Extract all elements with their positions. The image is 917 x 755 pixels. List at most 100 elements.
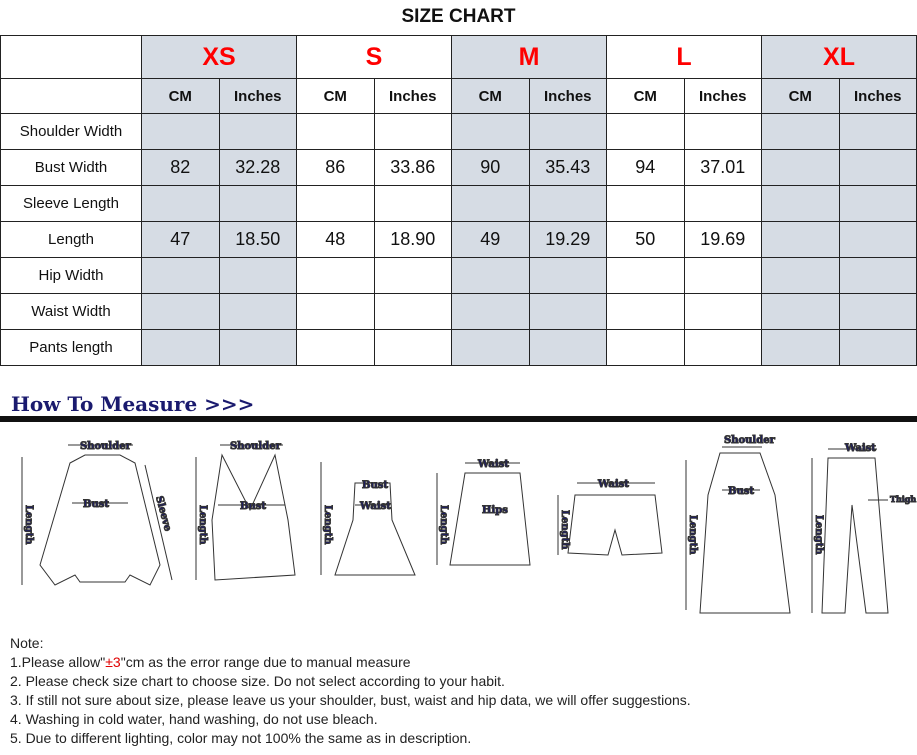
table-row: Shoulder Width (0, 113, 917, 150)
value-cell (296, 185, 375, 222)
vest-figure: Shoulder Bust Length (195, 441, 296, 581)
thigh-label: Thigh (890, 494, 916, 504)
value-cell (761, 221, 840, 258)
length-label: Length (23, 505, 34, 545)
size-xs: XS (141, 35, 297, 79)
value-cell (683, 329, 762, 366)
value-cell: 35.43 (528, 149, 607, 186)
unit-cm: CM (141, 78, 220, 114)
value-cell (838, 257, 917, 294)
value-cell (838, 221, 917, 258)
value-cell (528, 113, 607, 150)
value-cell: 82 (141, 149, 220, 186)
note-text: "cm as the error range due to manual mea… (120, 654, 411, 670)
dress-figure: Bust Waist Length (320, 462, 416, 576)
note-3: 3. If still not sure about size, please … (10, 692, 691, 708)
value-cell (528, 329, 607, 366)
value-cell (141, 185, 220, 222)
waist-label: Waist (359, 501, 391, 512)
length-label: Length (438, 505, 449, 545)
value-cell: 19.69 (683, 221, 762, 258)
size-header-row: XS S M L XL (0, 35, 917, 79)
divider (0, 416, 917, 422)
value-cell (606, 257, 685, 294)
unit-cm: CM (761, 78, 840, 114)
value-cell (528, 185, 607, 222)
note-2: 2. Please check size chart to choose siz… (10, 673, 505, 689)
row-label: Pants length (0, 329, 142, 366)
value-cell (141, 329, 220, 366)
size-l: L (606, 35, 762, 79)
value-cell (761, 113, 840, 150)
value-cell (296, 293, 375, 330)
value-cell: 49 (451, 221, 530, 258)
value-cell (218, 329, 297, 366)
value-cell: 33.86 (373, 149, 452, 186)
value-cell (761, 257, 840, 294)
skirt-figure: Waist Hips Length (436, 459, 531, 566)
size-s: S (296, 35, 452, 79)
length-label: Length (813, 515, 824, 555)
value-cell (373, 185, 452, 222)
unit-inches: Inches (838, 78, 917, 114)
row-label: Sleeve Length (0, 185, 142, 222)
value-cell (296, 113, 375, 150)
size-xl: XL (761, 35, 917, 79)
value-cell (373, 113, 452, 150)
value-cell (838, 329, 917, 366)
value-cell (296, 329, 375, 366)
size-chart-table: XS S M L XL CM Inches CM Inches CM Inches CM Inches C… (0, 35, 917, 366)
waist-label: Waist (477, 459, 509, 470)
table-row: Hip Width (0, 257, 917, 294)
value-cell (373, 257, 452, 294)
value-cell (683, 257, 762, 294)
value-cell (683, 185, 762, 222)
value-cell (838, 113, 917, 150)
empty-cell (0, 35, 142, 79)
value-cell: 50 (606, 221, 685, 258)
shoulder-label: Shoulder (230, 441, 282, 452)
bust-label: Bust (240, 501, 266, 512)
length-label: Length (687, 515, 698, 555)
note-1: 1.Please allow"±3"cm as the error range … (10, 653, 691, 672)
value-cell (838, 185, 917, 222)
row-label: Length (0, 221, 142, 258)
value-cell: 47 (141, 221, 220, 258)
value-cell (373, 329, 452, 366)
hips-label: Hips (482, 505, 508, 516)
blouse-figure: Shoulder Bust Length Sleeve (21, 441, 174, 586)
value-cell: 48 (296, 221, 375, 258)
row-label: Bust Width (0, 149, 142, 186)
note-5: 5. Due to different lighting, color may … (10, 730, 472, 746)
row-label: Hip Width (0, 257, 142, 294)
unit-inches: Inches (528, 78, 607, 114)
value-cell: 32.28 (218, 149, 297, 186)
value-cell (683, 113, 762, 150)
unit-header-row: CM Inches CM Inches CM Inches CM Inches CM Inches (0, 78, 917, 114)
unit-cm: CM (296, 78, 375, 114)
value-cell (451, 113, 530, 150)
value-cell (761, 185, 840, 222)
row-label: Waist Width (0, 293, 142, 330)
note-4: 4. Washing in cold water, hand washing, … (10, 711, 378, 727)
how-to-measure-heading: How To Measure >>> (11, 392, 255, 416)
coat-figure: Shoulder Bust Length (685, 435, 791, 614)
value-cell (141, 257, 220, 294)
notes: Note: 1.Please allow"±3"cm as the error … (10, 634, 691, 748)
length-label: Length (322, 505, 333, 545)
table-row: Waist Width (0, 293, 917, 330)
value-cell (141, 293, 220, 330)
shoulder-label: Shoulder (80, 441, 132, 452)
size-m: M (451, 35, 607, 79)
value-cell (451, 185, 530, 222)
value-cell (761, 329, 840, 366)
table-row: Length 47 18.50 48 18.90 49 19.29 50 19.69 (0, 221, 917, 258)
value-cell (373, 293, 452, 330)
value-cell: 19.29 (528, 221, 607, 258)
shoulder-label: Shoulder (724, 435, 776, 446)
bust-label: Bust (362, 480, 388, 491)
value-cell: 94 (606, 149, 685, 186)
value-cell (838, 149, 917, 186)
value-cell (141, 113, 220, 150)
value-cell (218, 257, 297, 294)
